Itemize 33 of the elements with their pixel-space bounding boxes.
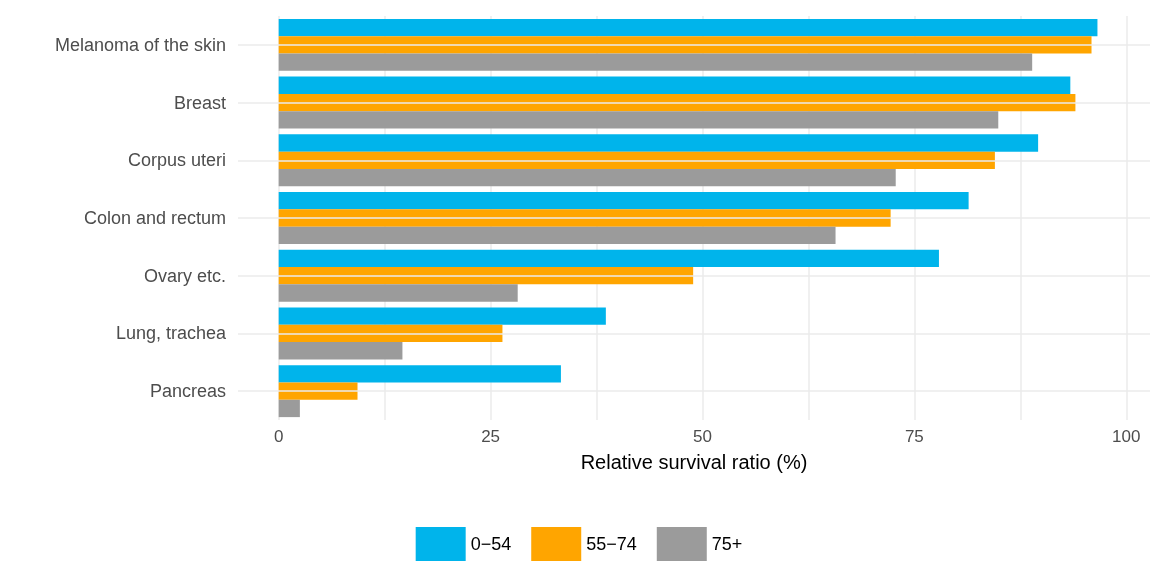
bar (278, 53, 1033, 71)
bar (278, 249, 939, 268)
bar (278, 365, 561, 383)
legend-label: 75+ (711, 534, 743, 554)
bar (278, 209, 891, 227)
y-tick-label: Ovary etc. (143, 265, 226, 286)
x-tick-label: 75 (904, 427, 924, 446)
bar (278, 307, 606, 325)
bar (278, 36, 1092, 54)
legend-label: 55−74 (586, 534, 637, 554)
bar (278, 399, 300, 418)
bar (278, 168, 896, 187)
x-tick-label: 50 (693, 427, 712, 446)
bar (278, 284, 518, 302)
y-tick-label: Colon and rectum (83, 208, 226, 228)
bar (278, 382, 358, 400)
bar (278, 111, 999, 129)
y-tick-label: Melanoma of the skin (54, 34, 226, 55)
y-tick-label: Lung, trachea (115, 323, 227, 344)
x-axis-title: Relative survival ratio (%) (580, 451, 808, 473)
x-tick-label: 25 (481, 427, 501, 446)
bar (278, 192, 969, 210)
y-tick-label: Breast (173, 92, 226, 113)
y-tick-label: Pancreas (149, 381, 226, 402)
bar (278, 226, 836, 244)
x-tick-label: 100 (1112, 427, 1141, 446)
bar (278, 134, 1039, 152)
bar (278, 18, 1098, 37)
legend-label: 0−54 (470, 534, 512, 554)
y-tick-label: Corpus uteri (127, 150, 226, 171)
bar (278, 342, 403, 360)
x-tick-label: 0 (273, 427, 284, 446)
bar (278, 76, 1071, 94)
